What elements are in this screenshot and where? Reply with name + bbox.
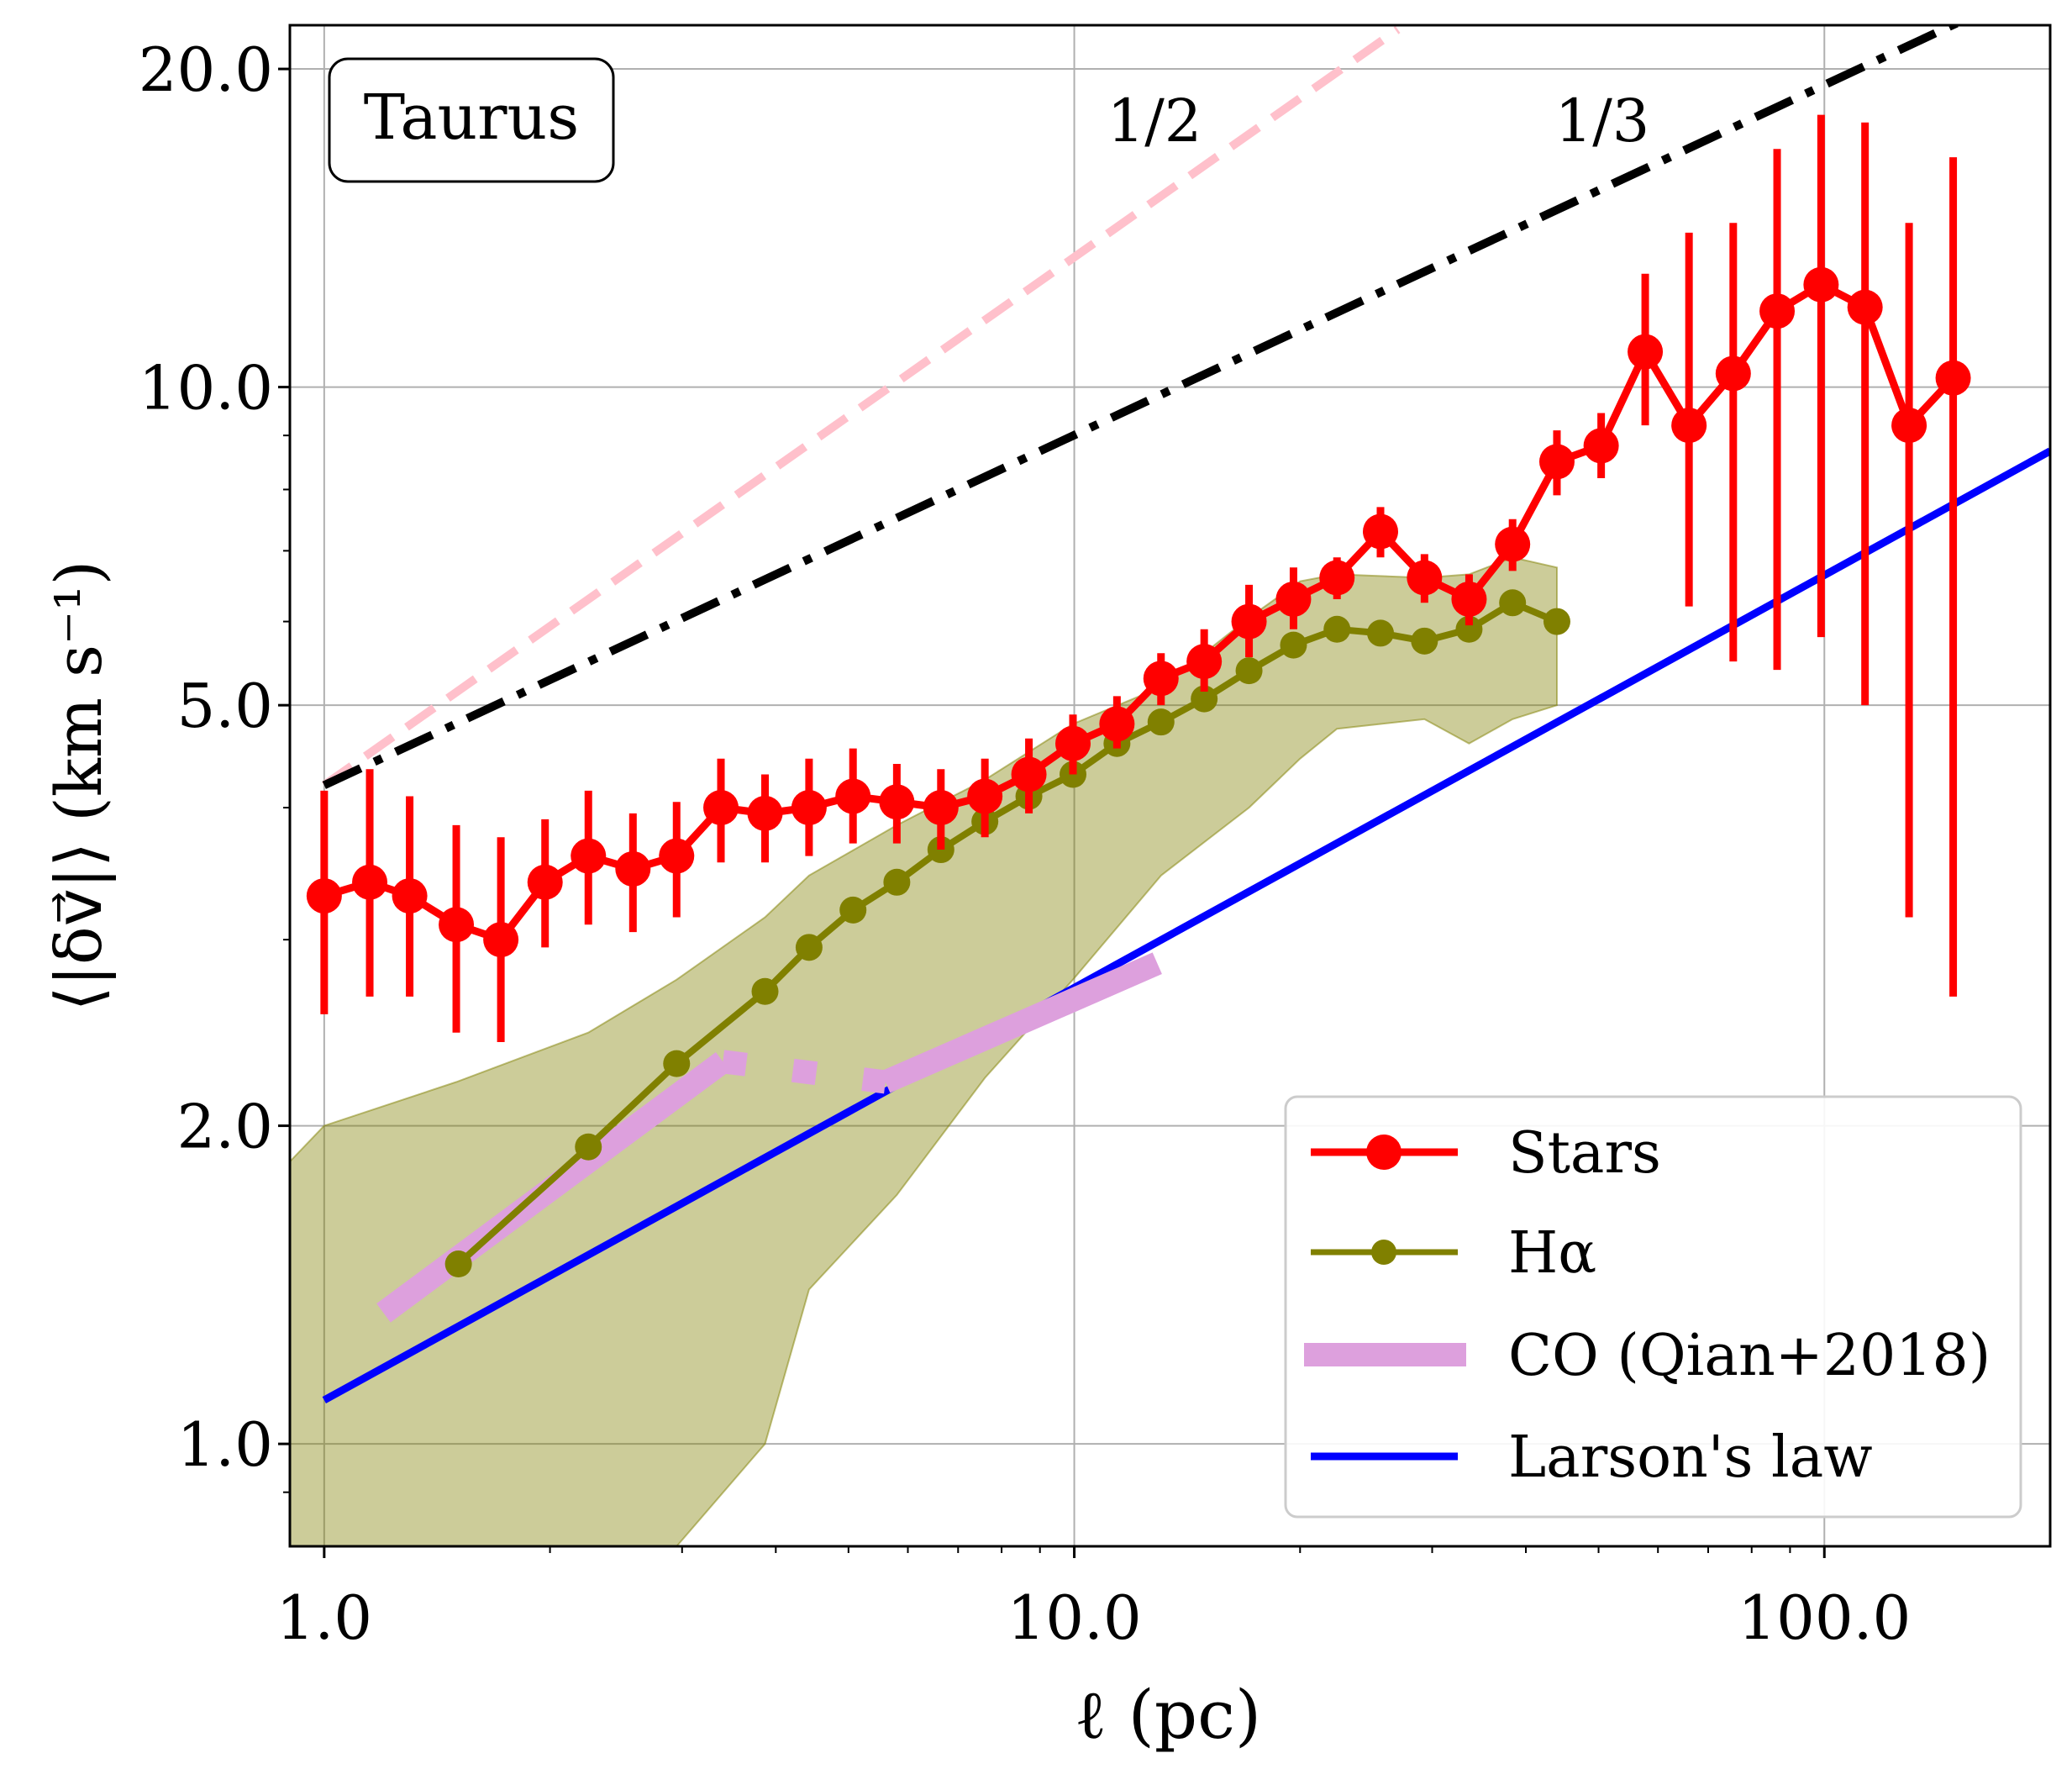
halpha-point (1280, 631, 1307, 659)
stars-point (439, 907, 475, 943)
stars-point (571, 838, 607, 874)
plot-area (290, 25, 2050, 1546)
stars-point (1538, 444, 1575, 480)
stars-point (1803, 266, 1839, 303)
halpha-point (839, 896, 867, 924)
co-segment-1 (376, 1052, 730, 1323)
labels: Taurus 1/2 1/3 ℓ (pc) ⟨|δv⃗|⟩ (km s⁻¹) (41, 57, 1650, 1754)
stars-point (1715, 355, 1751, 392)
stars-point (1495, 526, 1531, 562)
stars-point (1362, 513, 1398, 550)
stars-point (659, 838, 695, 874)
stars-point (1935, 360, 1971, 396)
halpha-point (1411, 627, 1438, 655)
halpha-point (1147, 708, 1175, 736)
stars-point (1628, 334, 1664, 370)
halpha-point (795, 934, 823, 961)
x-tick-label: 1.0 (276, 1582, 373, 1653)
legend: Stars Hα CO (Qian+2018) Larson's law (1284, 1095, 2022, 1519)
stars-point (835, 778, 871, 814)
y-tick-label: 5.0 (176, 671, 273, 741)
halpha-point (1366, 619, 1394, 647)
stars-point (747, 795, 783, 831)
stars-point (1011, 756, 1047, 792)
stars-point (923, 790, 959, 826)
stars-point (1275, 581, 1312, 617)
halpha-point (1455, 615, 1483, 643)
halpha-point (663, 1050, 691, 1077)
stars-point (1847, 289, 1883, 325)
region-label-box (328, 57, 615, 183)
legend-swatch-stars-marker (1366, 1135, 1401, 1170)
legend-label-larson: Larson's law (1508, 1424, 1873, 1491)
stars-point (879, 784, 915, 820)
x-tick-label: 100.0 (1738, 1582, 1911, 1653)
stars-point (1055, 725, 1091, 761)
stars-point (1583, 428, 1619, 464)
co-segment-2 (721, 1050, 887, 1094)
y-tick-label: 1.0 (176, 1409, 273, 1480)
legend-label-co: CO (Qian+2018) (1508, 1323, 1990, 1389)
stars-point (615, 850, 651, 887)
legend-label-halpha: Hα (1508, 1220, 1596, 1287)
stars-point (967, 778, 1003, 814)
halpha-point (1499, 589, 1527, 617)
halpha-point (1543, 608, 1570, 635)
halpha-point (1235, 657, 1263, 685)
larson-law-line (322, 447, 2050, 1404)
stars-point (483, 922, 519, 958)
legend-label-stars: Stars (1508, 1120, 1661, 1187)
stars-point (1143, 661, 1179, 697)
stars-point (1186, 644, 1223, 680)
stars-point (306, 878, 342, 914)
y-axis-label: ⟨|δv⃗|⟩ (km s⁻¹) (41, 561, 116, 1012)
legend-box (1284, 1095, 2022, 1519)
halpha-point (751, 977, 779, 1005)
axes-frame (288, 24, 2052, 1548)
region-label: Taurus (364, 82, 579, 154)
halpha-uncertainty-band (290, 556, 1558, 1546)
stars-point (791, 790, 827, 826)
stars-point (1319, 560, 1355, 596)
co-segment-3 (881, 952, 1162, 1093)
halpha-line (455, 598, 1559, 1266)
x-axis-label: ℓ (pc) (1075, 1676, 1261, 1754)
stars-point (703, 790, 739, 826)
halpha-point (883, 868, 911, 896)
stars-point (1451, 581, 1487, 617)
stars-point (1231, 603, 1267, 640)
slope-third-line (322, 25, 1963, 789)
halpha-point (1191, 685, 1218, 713)
axes: 1.0 10.0 100.0 1.0 2.0 5.0 10.0 20.0 (139, 24, 2052, 1653)
stars-point (352, 864, 388, 900)
halpha-point (575, 1133, 602, 1161)
stars-point (1891, 408, 1927, 444)
stars-point (527, 864, 563, 900)
slope-half-line (321, 25, 1401, 789)
y-tick-label: 10.0 (139, 353, 273, 424)
slope-annotation-third: 1/3 (1555, 87, 1650, 155)
stars-point (1407, 560, 1443, 596)
stars-point (1759, 293, 1796, 329)
stars-point (392, 878, 428, 914)
y-tick-label: 2.0 (176, 1092, 273, 1162)
x-tick-label: 10.0 (1007, 1582, 1141, 1653)
halpha-point (444, 1250, 472, 1278)
slope-annotation-half: 1/2 (1107, 87, 1202, 155)
stars-point (1671, 408, 1707, 444)
legend-swatch-halpha-marker (1371, 1240, 1396, 1265)
stars-point (1099, 706, 1135, 742)
y-tick-label: 20.0 (139, 34, 273, 105)
halpha-point (1323, 615, 1351, 643)
